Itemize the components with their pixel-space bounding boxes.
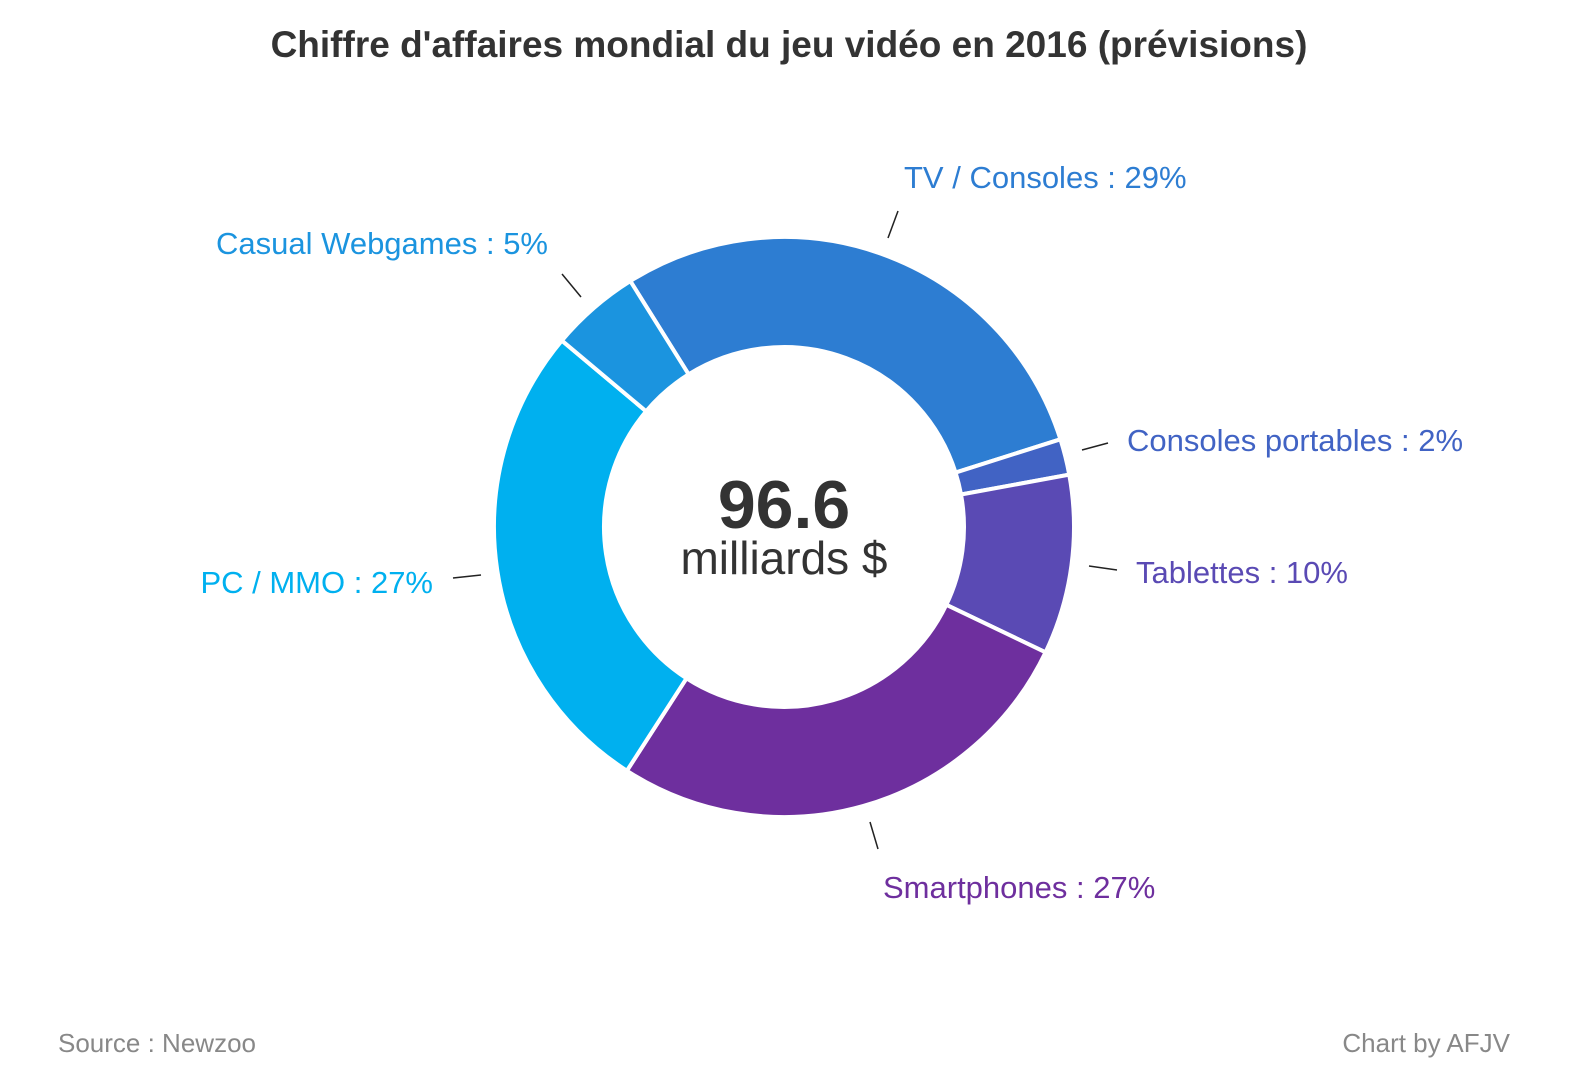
chart-title: Chiffre d'affaires mondial du jeu vidéo … (270, 24, 1308, 65)
slice-label: PC / MMO : 27% (200, 565, 433, 600)
leader-line (561, 273, 582, 298)
center-value: 96.6 (718, 467, 850, 543)
leader-line (887, 210, 899, 239)
slice-pc-mmo (492, 337, 690, 774)
slice-tv-consoles (627, 235, 1063, 476)
slice-label: Casual Webgames : 5% (216, 226, 548, 261)
source-note: Source : Newzoo (58, 1028, 256, 1058)
slice-label: Tablettes : 10% (1136, 555, 1348, 590)
slice-label: TV / Consoles : 29% (904, 160, 1187, 195)
chart-credit: Chart by AFJV (1342, 1028, 1510, 1058)
slice-label: Smartphones : 27% (883, 870, 1155, 905)
leader-line (869, 821, 879, 850)
leader-line (1088, 565, 1118, 571)
leader-line (1081, 442, 1109, 451)
leader-line (452, 574, 482, 579)
slice-smartphones (624, 602, 1049, 819)
slice-casual-webgames (559, 278, 692, 415)
slice-label: Consoles portables : 2% (1127, 423, 1463, 458)
center-unit: milliards $ (680, 532, 887, 584)
